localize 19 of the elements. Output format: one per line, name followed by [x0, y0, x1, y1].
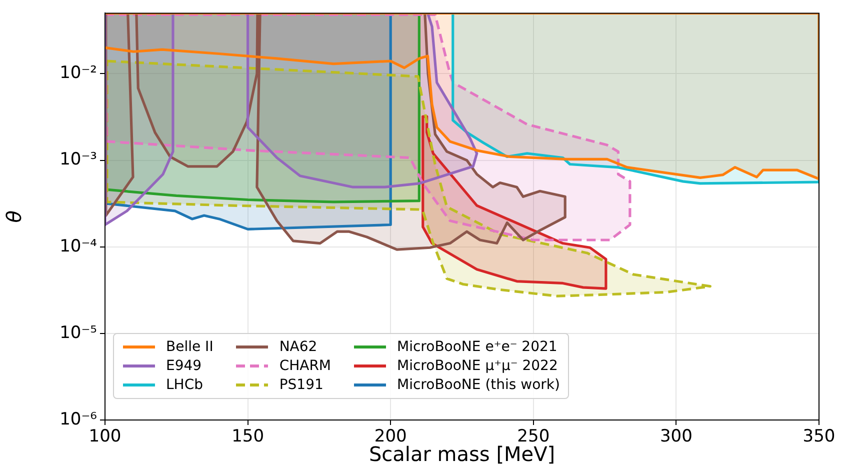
x-tick-label: 350 [802, 426, 836, 447]
legend-label: NA62 [279, 339, 318, 355]
y-tick-label: 10⁻³ [60, 150, 97, 170]
y-tick-label: 10⁻⁴ [60, 236, 98, 256]
legend-label: E949 [166, 358, 202, 374]
legend-label: MicroBooNE e⁺e⁻ 2021 [397, 339, 558, 355]
y-tick-label: 10⁻⁵ [60, 322, 97, 343]
x-tick-label: 100 [88, 426, 122, 447]
x-tick-label: 150 [232, 426, 264, 447]
y-tick-label: 10⁻⁶ [60, 409, 98, 430]
legend-label: CHARM [279, 358, 332, 374]
x-tick-label: 300 [660, 426, 692, 447]
legend-label: PS191 [279, 377, 324, 393]
y-axis-title: θ [2, 210, 26, 223]
legend-label: Belle II [166, 339, 214, 355]
y-tick-label: 10⁻² [60, 63, 97, 84]
legend-label: MicroBooNE μ⁺μ⁻ 2022 [397, 358, 558, 374]
legend-label: MicroBooNE (this work) [397, 377, 560, 393]
legend-label: LHCb [166, 377, 203, 393]
